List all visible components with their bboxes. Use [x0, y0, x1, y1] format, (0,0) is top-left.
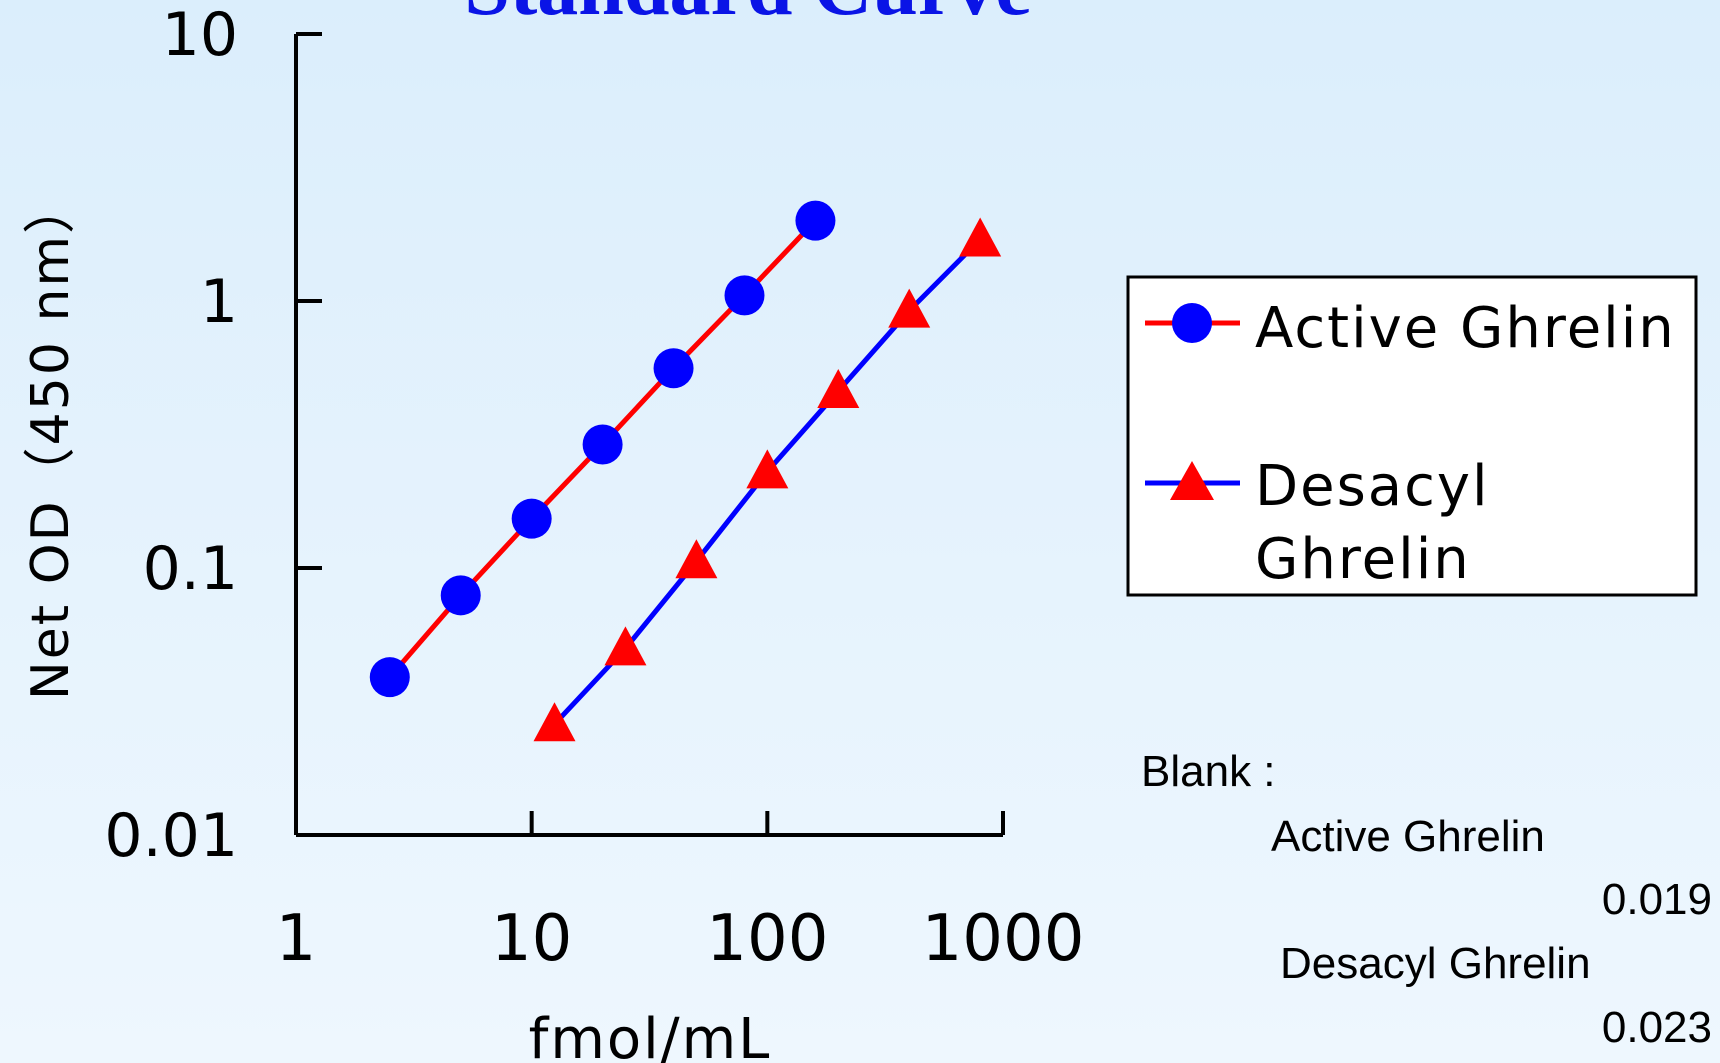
- legend: Active Ghrelin Desacyl Ghrelin: [1126, 275, 1698, 597]
- x-tick-label: 10: [491, 902, 572, 976]
- data-point-triangle: [675, 539, 718, 579]
- data-point-circle: [653, 348, 694, 389]
- blank-desacyl-value: 0.023: [1602, 1003, 1712, 1052]
- data-point-triangle: [746, 449, 789, 489]
- legend-box: [1126, 275, 1698, 597]
- y-tick-label: 0.01: [104, 801, 238, 871]
- legend-label-desacyl-line2: Ghrelin: [1255, 527, 1471, 592]
- x-axis-label: fmol/mL: [529, 1007, 772, 1063]
- data-point-circle: [795, 200, 836, 241]
- y-tick-label: 10: [162, 0, 238, 70]
- data-point-triangle: [533, 702, 576, 742]
- blank-desacyl-label: Desacyl Ghrelin: [1280, 939, 1591, 988]
- blank-heading: Blank :: [1141, 747, 1276, 796]
- data-point-circle: [724, 275, 765, 316]
- x-tick-label: 1000: [922, 902, 1085, 976]
- blank-active-label: Active Ghrelin: [1271, 812, 1545, 861]
- data-point-triangle: [888, 288, 931, 328]
- plot-axes: 0.01 0.1 1 10 1 10 100 1000: [104, 0, 1084, 976]
- blank-values: Blank : Active Ghrelin 0.019 Desacyl Ghr…: [1141, 747, 1712, 1052]
- data-point-circle: [369, 657, 410, 698]
- y-axis-label: Net OD（450 nm）: [21, 180, 81, 700]
- data-point-triangle: [959, 217, 1002, 257]
- data-point-circle: [582, 424, 623, 465]
- x-tick-label: 1: [276, 902, 317, 976]
- blank-active-value: 0.019: [1602, 875, 1712, 924]
- y-tick-label: 1: [200, 267, 238, 337]
- legend-label-desacyl-line1: Desacyl: [1255, 454, 1490, 519]
- data-point-circle: [440, 575, 481, 616]
- data-point-circle: [511, 498, 552, 539]
- legend-label-active: Active Ghrelin: [1255, 296, 1676, 361]
- data-point-triangle: [817, 369, 860, 409]
- series-markers: [369, 200, 1002, 742]
- data-point-triangle: [604, 626, 647, 666]
- x-tick-label: 100: [706, 902, 828, 976]
- legend-marker-active: [1172, 303, 1212, 343]
- series-lines: [387, 218, 982, 726]
- legend-marker-desacyl: [1170, 461, 1214, 500]
- y-tick-label: 0.1: [143, 534, 238, 604]
- chart-title: Standard Curve: [464, 0, 1031, 32]
